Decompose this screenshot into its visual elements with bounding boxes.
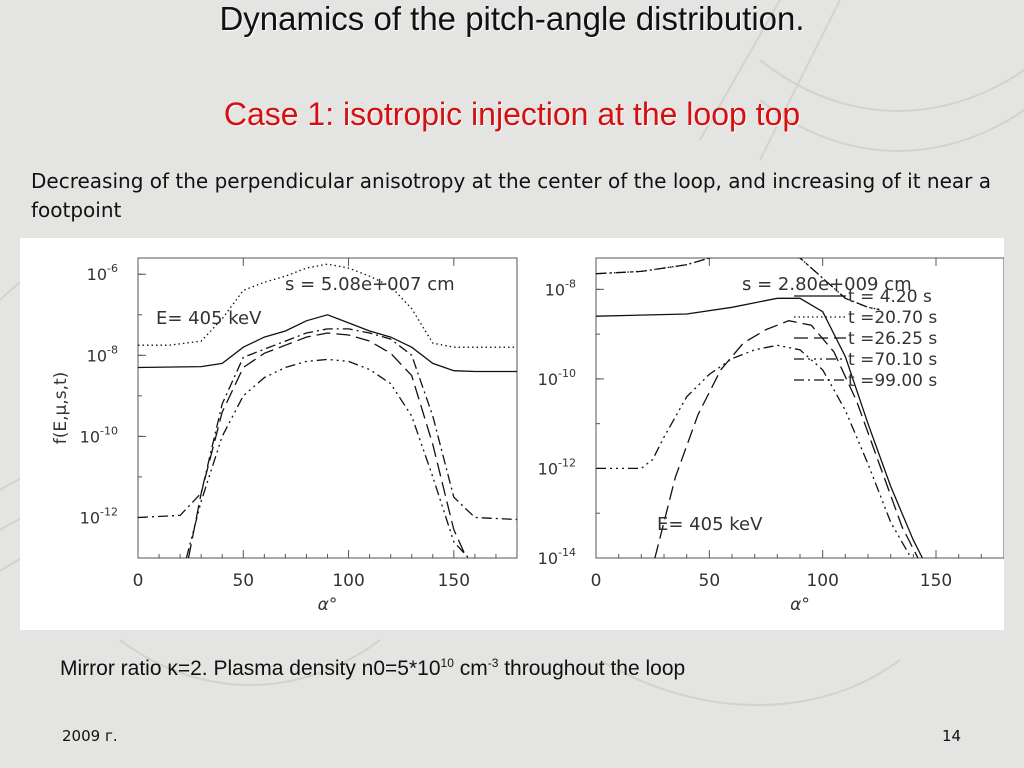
x-tick-label: 150 — [920, 571, 952, 591]
y-tick-label: 10-8 — [545, 277, 576, 299]
position-annotation: s = 5.08e+007 cm — [285, 274, 455, 295]
x-tick-label: 0 — [133, 571, 144, 591]
x-axis-label: α° — [790, 595, 810, 615]
plot-frame — [137, 257, 518, 559]
y-tick-label: 10-10 — [80, 424, 118, 446]
caption: Mirror ratio κ=2. Plasma density n0=5*10… — [60, 656, 685, 681]
series-line-dashdotdotdot — [185, 358, 470, 558]
caption-prefix: Mirror ratio κ=2. Plasma density n0=5*10 — [60, 657, 441, 680]
footer-year: 2009 г. — [62, 727, 118, 745]
y-tick-label: 10-6 — [87, 262, 118, 284]
page-number: 14 — [942, 727, 962, 745]
plot-frame — [595, 257, 1004, 559]
energy-annotation: E= 405 keV — [156, 308, 262, 329]
figure-svg: 0 50 100 150 10-6 10-8 10-10 10-12 α° f(E,μ,s,t) s… — [51, 257, 1004, 615]
x-tick-label: 0 — [591, 571, 602, 591]
series-line-dashdotdotdot — [596, 344, 912, 558]
x-tick-label: 100 — [332, 571, 364, 591]
slide-subtitle: Case 1: isotropic injection at the loop … — [223, 96, 801, 132]
series-line-dot — [596, 258, 880, 311]
chart-right: 0 50 100 150 10-8 10-10 10-12 10-14 α° s = 2.80e+… — [538, 257, 1004, 615]
slide-title: Dynamics of the pitch-angle distribution… — [219, 0, 805, 37]
series-line-dashdot — [596, 258, 880, 311]
slide-description: Decreasing of the perpendicular anisotro… — [31, 169, 991, 222]
y-axis-label: f(E,μ,s,t) — [51, 372, 71, 445]
x-tick-label: 100 — [806, 571, 838, 591]
legend-label: t = 4.20 s — [848, 287, 932, 307]
x-tick-label: 150 — [438, 571, 470, 591]
x-tick-label: 50 — [232, 571, 254, 591]
legend-label: t =26.25 s — [848, 329, 937, 349]
x-tick-label: 50 — [699, 571, 721, 591]
legend-label: t =99.00 s — [848, 371, 937, 391]
y-tick-label: 10-10 — [538, 367, 576, 389]
position-annotation: s = 2.80e+009 cm — [742, 274, 912, 295]
y-tick-label: 10-12 — [538, 456, 576, 478]
legend-label: t =70.10 s — [848, 350, 937, 370]
series-line-dashdot — [138, 328, 517, 521]
caption-exponent-unit: -3 — [487, 656, 499, 670]
series-line-longdash — [654, 320, 919, 558]
y-tick-label: 10-14 — [538, 546, 576, 568]
x-axis-label: α° — [318, 595, 338, 615]
caption-unit: cm — [453, 657, 488, 680]
y-tick-label: 10-12 — [80, 505, 118, 527]
energy-annotation: E= 405 keV — [657, 514, 763, 535]
series-line-longdash — [187, 332, 468, 558]
caption-suffix: throughout the loop — [498, 657, 686, 680]
legend-label: t =20.70 s — [848, 308, 937, 328]
series-line-solid — [138, 314, 517, 373]
y-tick-label: 10-8 — [87, 343, 118, 365]
figure-panel: 0 50 100 150 10-6 10-8 10-10 10-12 α° f(E,μ,s,t) s… — [20, 238, 1004, 630]
caption-exponent-density: 10 — [440, 656, 454, 670]
chart-left: 0 50 100 150 10-6 10-8 10-10 10-12 α° f(E,μ,s,t) s… — [51, 257, 518, 615]
series-line-solid — [596, 297, 923, 558]
